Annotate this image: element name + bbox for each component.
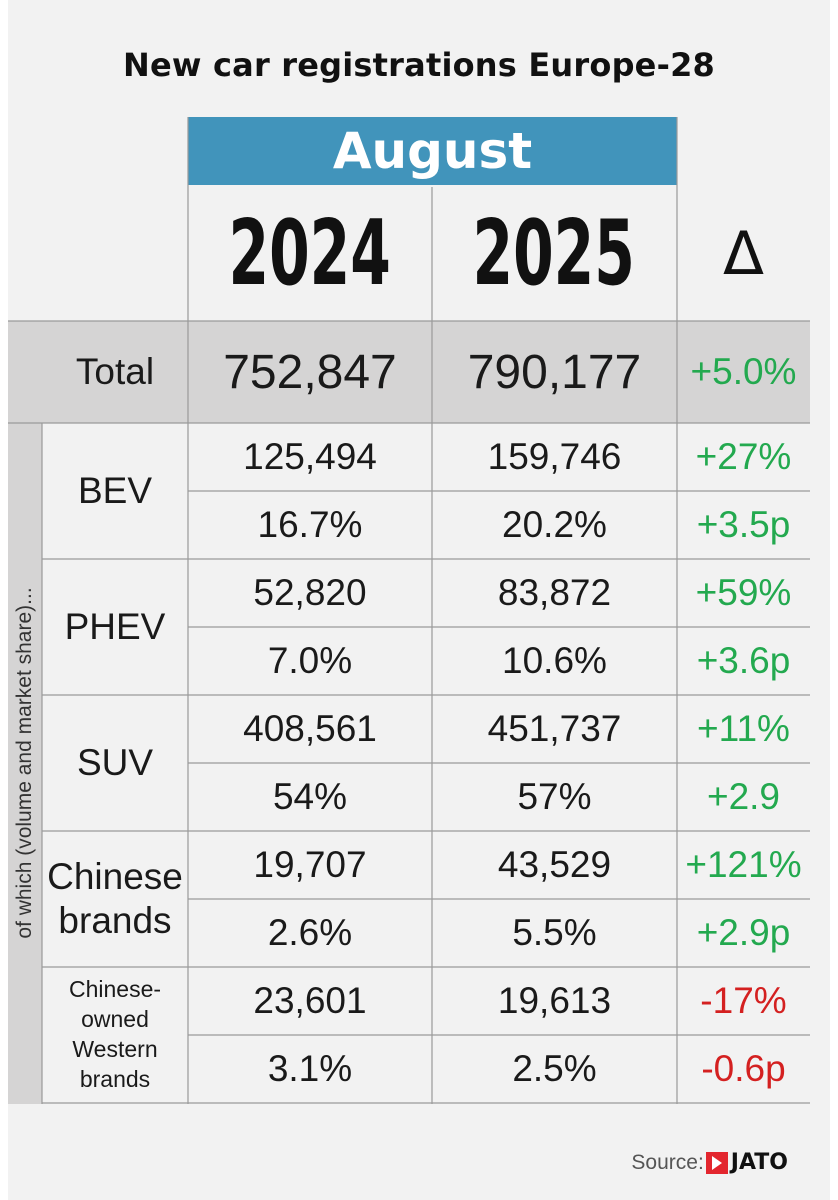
value-delta: -0.6p	[701, 1048, 786, 1089]
group-label-line: PHEV	[64, 605, 166, 647]
side-band	[8, 423, 42, 1104]
source-label: Source:	[631, 1150, 704, 1174]
value-2024: 54%	[272, 776, 348, 817]
value-delta: +121%	[685, 844, 802, 885]
value-delta: +11%	[697, 708, 790, 749]
delta-header: Δ	[722, 219, 765, 289]
value-2025: 5.5%	[512, 912, 597, 953]
value-2024: 16.7%	[257, 504, 363, 545]
chart-title: New car registrations Europe-28	[123, 46, 715, 84]
total-2024: 752,847	[223, 345, 397, 399]
group-label-line: owned	[81, 1006, 149, 1033]
total-label: Total	[75, 350, 155, 392]
group-label-line: brands	[79, 1065, 151, 1092]
group-label: Chinese brands	[42, 831, 188, 967]
value-delta: +2.9p	[696, 912, 791, 953]
value-2024: 125,494	[243, 436, 377, 477]
total-2025: 790,177	[467, 345, 642, 399]
infographic-panel	[8, 0, 830, 1200]
month-header: August	[188, 117, 677, 185]
value-delta: +59%	[695, 572, 792, 613]
value-2025: 2.5%	[512, 1048, 597, 1089]
value-2024: 23,601	[253, 980, 367, 1021]
group-label-line: BEV	[77, 469, 153, 511]
value-2025: 159,746	[487, 436, 622, 477]
value-2025: 57%	[517, 776, 592, 817]
value-delta: +27%	[695, 436, 792, 477]
value-2024: 3.1%	[267, 1048, 353, 1089]
value-delta: +2.9	[706, 776, 781, 817]
group-label: PHEV	[42, 559, 188, 695]
value-2024: 19,707	[253, 844, 367, 885]
value-delta: -17%	[700, 980, 787, 1021]
value-2025: 43,529	[497, 844, 612, 885]
total-delta: +5.0%	[690, 351, 797, 392]
group-label: BEV	[42, 423, 188, 559]
value-2025: 20.2%	[502, 504, 607, 545]
value-2025: 19,613	[497, 980, 612, 1021]
group-label-line: SUV	[76, 741, 154, 783]
value-2024: 7.0%	[267, 640, 353, 681]
source-credit: Source: JATO	[631, 1150, 788, 1175]
side-label: of which (volume and market share)...	[13, 587, 36, 939]
group-label-line: Chinese-	[68, 976, 162, 1003]
value-2024: 408,561	[243, 708, 377, 749]
value-2025: 10.6%	[502, 640, 607, 681]
value-delta: +3.5p	[696, 504, 791, 545]
group-label-line: Chinese	[47, 855, 183, 897]
source-brand: JATO	[730, 1150, 788, 1175]
value-2024: 2.6%	[267, 912, 353, 953]
value-2025: 451,737	[487, 708, 622, 749]
group-label-line: brands	[58, 900, 172, 941]
year-header-2025: 2025	[472, 201, 636, 306]
total-row-background	[8, 321, 810, 423]
jato-logo-icon	[705, 1151, 728, 1174]
value-delta: +3.6p	[696, 640, 791, 681]
value-2024: 52,820	[253, 572, 367, 613]
year-header-2024: 2024	[228, 201, 392, 306]
group-label: Chinese-owned Western brands	[42, 967, 188, 1103]
value-2025: 83,872	[497, 572, 612, 613]
group-label-line: Western	[72, 1036, 158, 1062]
group-label: SUV	[42, 695, 188, 831]
